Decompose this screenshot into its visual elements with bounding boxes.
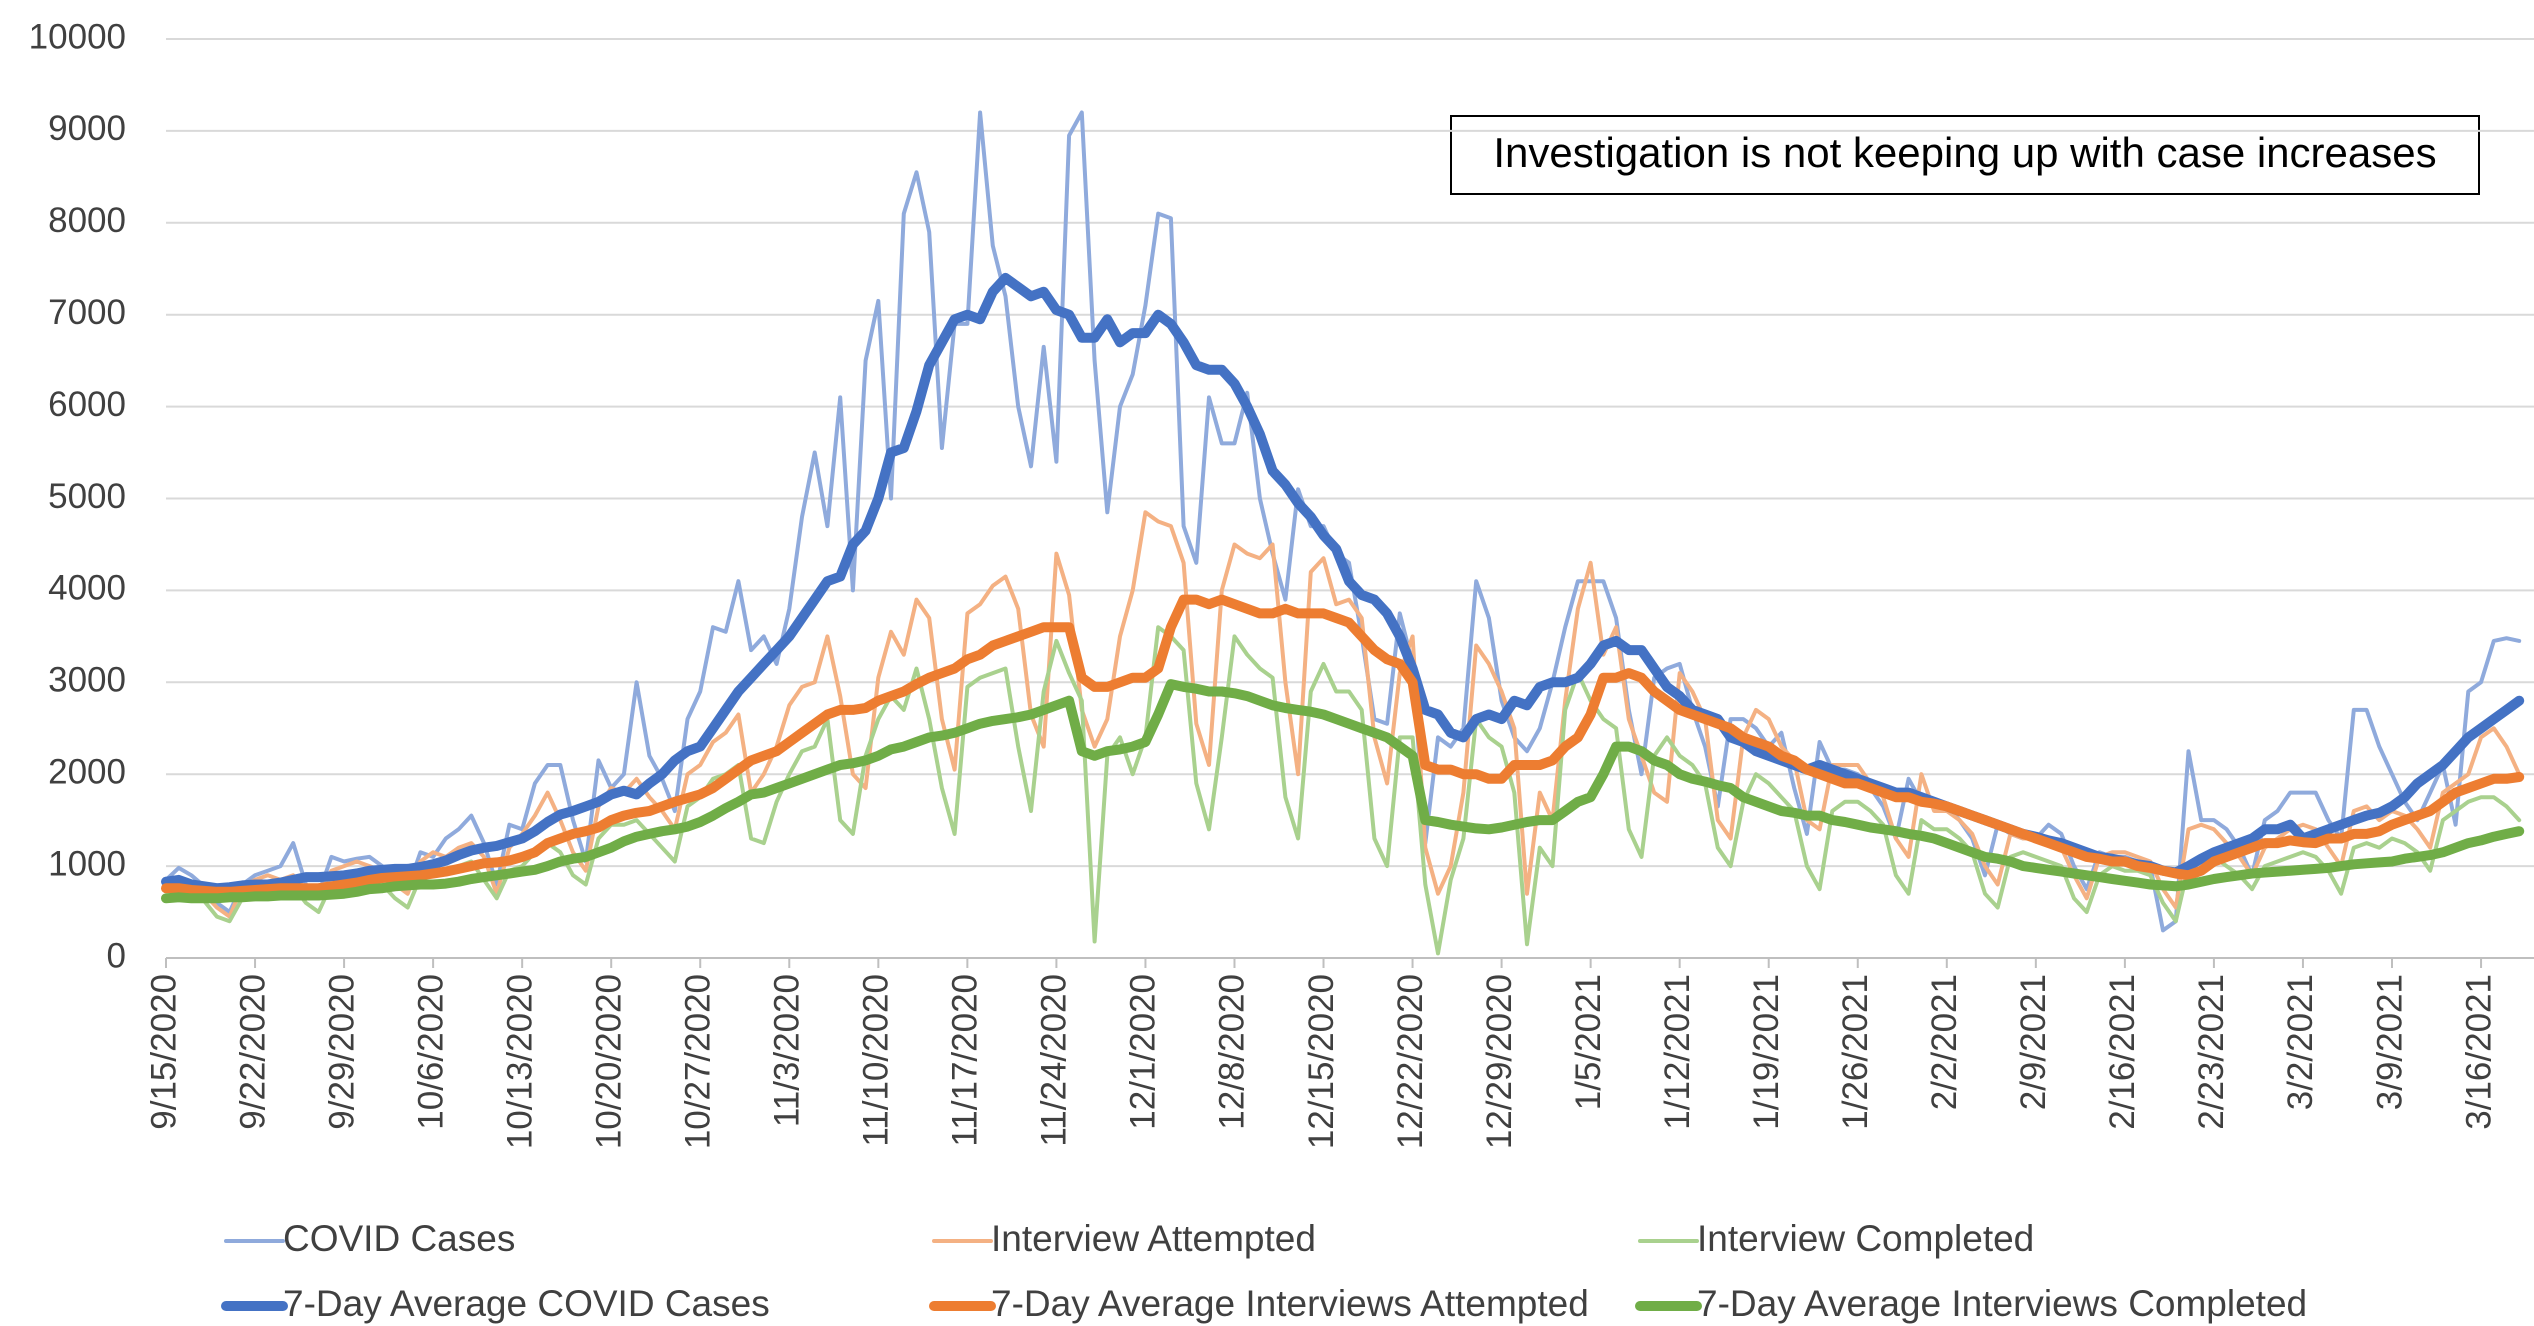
- x-tick-label: 11/3/2020: [768, 974, 807, 1127]
- y-tick-label: 8000: [48, 201, 126, 240]
- y-tick-label: 4000: [48, 569, 126, 608]
- x-tick-label: 1/19/2021: [1747, 974, 1786, 1130]
- x-tick-label: 3/2/2021: [2281, 974, 2320, 1110]
- legend-label: 7-Day Average Interviews Completed: [1697, 1283, 2307, 1324]
- series-line: [161, 272, 2525, 894]
- legend-label: COVID Cases: [283, 1218, 515, 1259]
- x-tick-label: 12/1/2020: [1124, 974, 1163, 1130]
- y-tick-label: 3000: [48, 661, 126, 700]
- x-tick-label: 9/29/2020: [322, 974, 361, 1130]
- y-tick-label: 1000: [48, 844, 126, 883]
- x-tick-label: 12/8/2020: [1213, 974, 1252, 1130]
- y-tick-label: 5000: [48, 477, 126, 516]
- x-tick-label: 2/9/2021: [2014, 974, 2053, 1110]
- x-tick-label: 2/23/2021: [2192, 974, 2231, 1130]
- y-tick-label: 10000: [29, 17, 126, 56]
- x-tick-label: 2/2/2021: [1925, 974, 1964, 1110]
- legend-label: Interview Completed: [1697, 1218, 2034, 1259]
- x-tick-label: 3/16/2021: [2459, 974, 2498, 1130]
- x-tick-label: 11/24/2020: [1035, 974, 1074, 1147]
- legend-label: 7-Day Average COVID Cases: [283, 1283, 770, 1324]
- x-tick-label: 3/9/2021: [2370, 974, 2409, 1110]
- y-tick-label: 0: [107, 936, 126, 975]
- x-tick-label: 11/17/2020: [946, 974, 985, 1147]
- x-tick-label: 10/27/2020: [678, 974, 717, 1149]
- x-tick-label: 10/6/2020: [411, 974, 450, 1130]
- y-tick-label: 6000: [48, 385, 126, 424]
- x-tick-label: 11/10/2020: [857, 974, 896, 1147]
- series-line: [164, 625, 2522, 956]
- series-line: [164, 110, 2522, 933]
- x-tick-label: 12/22/2020: [1391, 974, 1430, 1149]
- x-tick-label: 1/5/2021: [1569, 974, 1608, 1110]
- x-tick-label: 9/15/2020: [144, 974, 183, 1130]
- legend-label: Interview Attempted: [991, 1218, 1316, 1259]
- x-tick-label: 12/15/2020: [1302, 974, 1341, 1149]
- x-tick-label: 2/16/2021: [2103, 974, 2142, 1130]
- x-tick-label: 12/29/2020: [1480, 974, 1519, 1149]
- y-tick-label: 7000: [48, 293, 126, 332]
- legend-label: 7-Day Average Interviews Attempted: [991, 1283, 1589, 1324]
- x-tick-label: 1/12/2021: [1658, 974, 1697, 1130]
- series-line: [161, 594, 2525, 897]
- annotation: Investigation is not keeping up with cas…: [1493, 129, 2436, 176]
- y-tick-label: 9000: [48, 109, 126, 148]
- x-tick-label: 10/20/2020: [589, 974, 628, 1149]
- x-tick-label: 1/26/2021: [1836, 974, 1875, 1130]
- series-line: [161, 679, 2525, 904]
- x-tick-label: 9/22/2020: [233, 974, 272, 1130]
- y-tick-label: 2000: [48, 752, 126, 791]
- annotation-box: [1450, 115, 2480, 195]
- x-tick-label: 10/13/2020: [500, 974, 539, 1149]
